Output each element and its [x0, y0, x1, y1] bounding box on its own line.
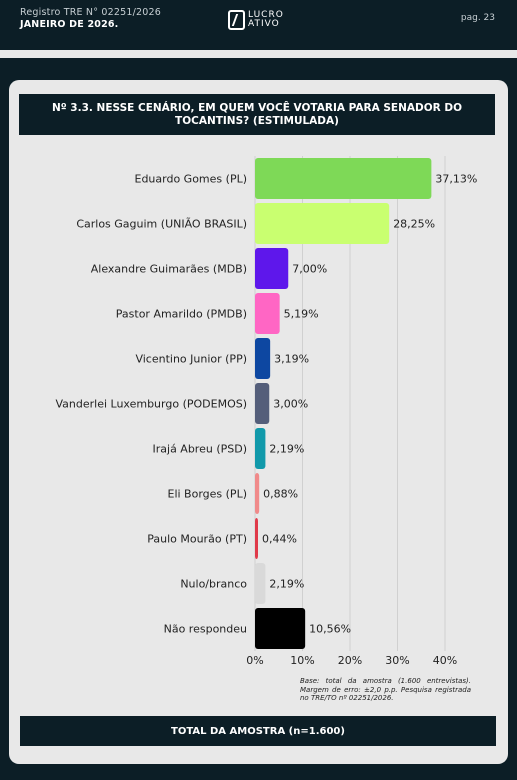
- page-header: Registro TRE N° 02251/2026 JANEIRO DE 20…: [0, 0, 517, 50]
- bar-5: [255, 383, 270, 424]
- value-label-8: 0,44%: [262, 533, 297, 546]
- category-label-8: Paulo Mourão (PT): [147, 533, 247, 546]
- bar-10: [255, 608, 306, 649]
- value-label-6: 2,19%: [269, 443, 304, 456]
- category-label-7: Eli Borges (PL): [168, 488, 248, 501]
- chart-title: Nº 3.3. NESSE CENÁRIO, EM QUEM VOCÊ VOTA…: [19, 94, 495, 135]
- value-label-5: 3,00%: [273, 398, 308, 411]
- bar-1: [255, 203, 390, 244]
- bar-9: [255, 563, 266, 604]
- category-label-3: Pastor Amarildo (PMDB): [116, 308, 247, 321]
- logo-line-2: ATIVO: [248, 19, 280, 29]
- bar-4: [255, 338, 271, 379]
- value-label-10: 10,56%: [309, 623, 351, 636]
- value-label-0: 37,13%: [435, 173, 477, 186]
- bar-chart: Eduardo Gomes (PL) 37,13% Carlos Gaguim (U…: [55, 156, 477, 667]
- value-label-3: 5,19%: [284, 308, 319, 321]
- bar-2: [255, 248, 289, 289]
- value-label-4: 3,19%: [274, 353, 309, 366]
- header-divider: [0, 50, 517, 58]
- logo-icon: [228, 10, 245, 30]
- total-sample-label: TOTAL DA AMOSTRA (n=1.600): [20, 716, 496, 746]
- x-tick-label-1: 10%: [290, 654, 314, 667]
- value-label-2: 7,00%: [292, 263, 327, 276]
- value-label-7: 0,88%: [263, 488, 298, 501]
- month-text: JANEIRO DE 2026.: [20, 19, 119, 30]
- category-label-1: Carlos Gaguim (UNIÃO BRASIL): [76, 218, 247, 231]
- category-label-5: Vanderlei Luxemburgo (PODEMOS): [55, 398, 247, 411]
- x-tick-label-0: 0%: [246, 654, 263, 667]
- category-label-0: Eduardo Gomes (PL): [135, 173, 248, 186]
- bar-7: [255, 473, 260, 514]
- x-tick-label-4: 40%: [433, 654, 457, 667]
- category-label-9: Nulo/branco: [180, 578, 247, 591]
- value-label-9: 2,19%: [269, 578, 304, 591]
- logo-line-1: LUCRO: [248, 10, 284, 20]
- bar-6: [255, 428, 266, 469]
- value-label-1: 28,25%: [393, 218, 435, 231]
- x-tick-label-2: 20%: [338, 654, 362, 667]
- lucro-ativo-logo: LUCRO ATIVO: [228, 8, 284, 32]
- category-label-10: Não respondeu: [164, 623, 247, 636]
- category-label-4: Vicentino Junior (PP): [135, 353, 247, 366]
- x-tick-label-3: 30%: [385, 654, 409, 667]
- sample-note: Base: total da amostra (1.600 entrevista…: [300, 677, 471, 702]
- category-label-6: Irajá Abreu (PSD): [153, 443, 248, 456]
- category-label-2: Alexandre Guimarães (MDB): [91, 263, 247, 276]
- page-number: pag. 23: [460, 13, 495, 23]
- bar-8: [255, 518, 258, 559]
- bar-0: [255, 158, 432, 199]
- registry-text: Registro TRE N° 02251/2026: [20, 7, 161, 18]
- chart-card: Nº 3.3. NESSE CENÁRIO, EM QUEM VOCÊ VOTA…: [9, 80, 508, 764]
- bar-3: [255, 293, 280, 334]
